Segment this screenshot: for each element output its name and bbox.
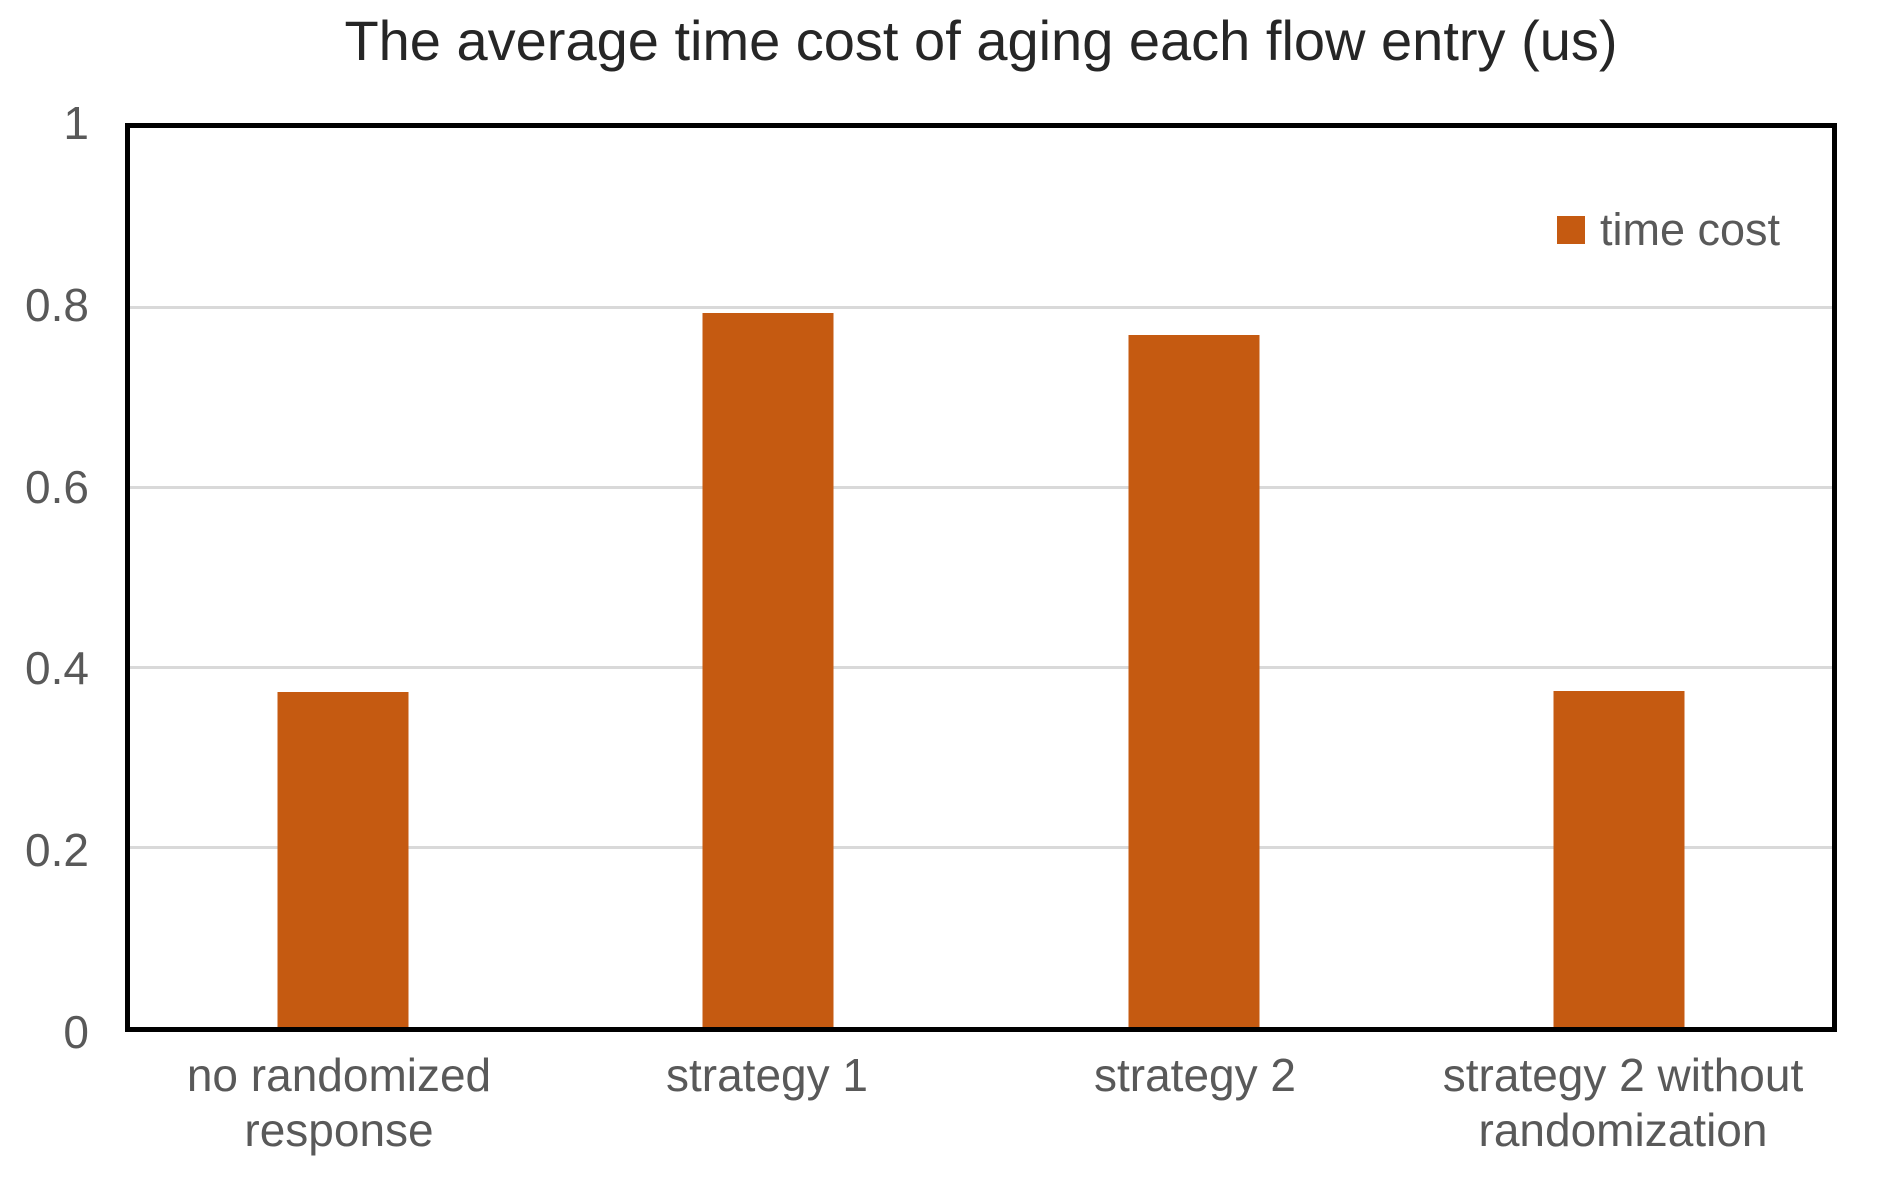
y-tick-label-0.2: 0.2 — [25, 824, 89, 877]
chart-title: The average time cost of aging each flow… — [344, 9, 1618, 72]
gridline-0.4 — [130, 665, 1832, 669]
bar-strategy-2-without-randomization — [1553, 690, 1685, 1027]
y-tick-label-0.8: 0.8 — [25, 278, 89, 331]
legend: time cost — [1556, 204, 1780, 256]
gridline-0.2 — [130, 845, 1832, 849]
x-category-label-no-randomized-response: no randomized response — [186, 1049, 492, 1157]
legend-swatch-square-icon — [1556, 216, 1585, 244]
plot-area: time cost — [125, 123, 1837, 1032]
legend-label: time cost — [1599, 204, 1780, 255]
x-category-label-strategy-2-without-randomization: strategy 2 without randomization — [1442, 1049, 1804, 1157]
x-axis-category-labels: no randomized response strategy 1 strategy… — [125, 1048, 1837, 1178]
y-tick-label-0.6: 0.6 — [25, 460, 89, 513]
bar-strategy-2 — [1128, 334, 1260, 1027]
gridline-0.8 — [130, 306, 1832, 310]
y-tick-label-0.4: 0.4 — [25, 642, 89, 695]
bar-strategy-1 — [702, 313, 834, 1027]
y-axis-tick-labels: 0 0.2 0.4 0.6 0.8 1 — [0, 97, 95, 1058]
bar-no-randomized-response — [277, 691, 409, 1027]
y-tick-label-0: 0 — [63, 1006, 89, 1058]
x-category-label-strategy-1: strategy 1 — [666, 1049, 868, 1101]
gridline-0.6 — [130, 486, 1832, 490]
x-category-label-strategy-2: strategy 2 — [1094, 1049, 1296, 1101]
y-tick-label-1: 1 — [63, 97, 89, 149]
